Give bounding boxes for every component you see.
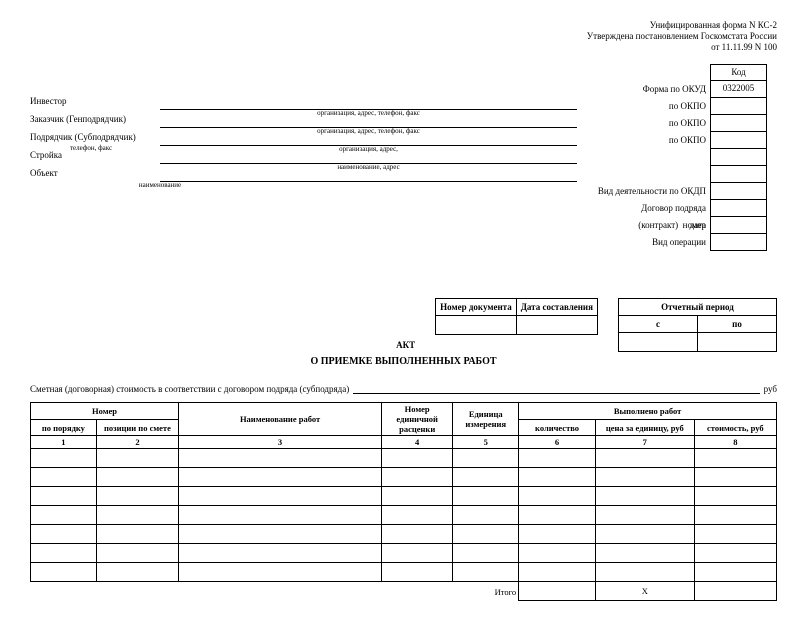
data-label: дата — [597, 217, 710, 234]
header-line3: от 11.11.99 N 100 — [30, 42, 777, 53]
object-label: Объект — [30, 164, 160, 182]
table-body: Итого X — [31, 449, 777, 601]
okpo2-value — [710, 115, 767, 132]
caption-telfax: телефон, факс — [70, 144, 112, 152]
col-2: 2 — [96, 436, 178, 449]
table-row — [31, 487, 777, 506]
col-1: 1 — [31, 436, 97, 449]
cost-label: Сметная (договорная) стоимость в соответ… — [30, 384, 349, 394]
th-nomer: Номер — [31, 403, 179, 420]
contract-data — [710, 217, 767, 234]
okpo2-label: по ОКПО — [597, 115, 710, 132]
th-stoimost: стоимость, руб — [694, 419, 776, 436]
investor-label: Инвестор — [30, 92, 160, 110]
col-3: 3 — [179, 436, 382, 449]
period-box: Отчетный период с по — [618, 298, 777, 352]
podryadchik-line: организация, адрес, телефон, факс — [160, 128, 577, 146]
vid-label: Вид операции — [597, 234, 710, 251]
table-row — [31, 563, 777, 582]
header-line1: Унифицированная форма N КС-2 — [30, 20, 777, 31]
data-sost-value — [516, 316, 597, 335]
object-line: наименование — [160, 164, 577, 182]
top-section: Инвестор Заказчик (Генподрядчик) Подрядч… — [30, 64, 777, 294]
col-7: 7 — [595, 436, 694, 449]
itogo-x: X — [595, 582, 694, 601]
period-s-header: с — [619, 316, 698, 333]
okpo3-label: по ОКПО — [597, 132, 710, 149]
main-table: Номер Наименование работ Номер единичной… — [30, 402, 777, 601]
akt-label: АКТ — [396, 340, 415, 352]
okpo3-value — [710, 132, 767, 149]
table-row — [31, 525, 777, 544]
cost-line: Сметная (договорная) стоимость в соответ… — [30, 381, 777, 394]
okpo1-label: по ОКПО — [597, 98, 710, 115]
th-po-poryadku: по порядку — [31, 419, 97, 436]
okud-label: Форма по ОКУД — [597, 81, 710, 98]
okdp-value — [710, 183, 767, 200]
cost-unit: руб — [764, 384, 777, 394]
vid-value — [710, 234, 767, 251]
data-sost-header: Дата составления — [516, 299, 597, 316]
period-po-header: по — [698, 316, 777, 333]
itogo-kol — [519, 582, 596, 601]
period-s-value — [619, 333, 698, 352]
stroyka-code — [710, 149, 767, 166]
zakazchik-label: Заказчик (Генподрядчик) — [30, 110, 160, 128]
itogo-label: Итого — [453, 582, 519, 601]
investor-line: организация, адрес, телефон, факс — [160, 92, 577, 110]
party-labels: Инвестор Заказчик (Генподрядчик) Подрядч… — [30, 92, 160, 182]
nomer-doc-value — [436, 316, 517, 335]
th-cena: цена за единицу, руб — [595, 419, 694, 436]
th-vypolneno: Выполнено работ — [519, 403, 777, 420]
period-po-value — [698, 333, 777, 352]
doc-num-box: Номер документа Дата составления — [435, 298, 598, 335]
form-header: Унифицированная форма N КС-2 Утверждена … — [30, 20, 777, 52]
th-kolichestvo: количество — [519, 419, 596, 436]
caption-naim: наименование — [60, 181, 260, 189]
mid-boxes: АКТ Номер документа Дата составления Отч… — [30, 298, 777, 352]
col-6: 6 — [519, 436, 596, 449]
col-8: 8 — [694, 436, 776, 449]
nomer-doc-header: Номер документа — [436, 299, 517, 316]
th-poz-smete: позиции по смете — [96, 419, 178, 436]
okdp-label: Вид деятельности по ОКДП — [597, 183, 710, 200]
col-5: 5 — [453, 436, 519, 449]
table-row — [31, 506, 777, 525]
underline-area: организация, адрес, телефон, факс органи… — [160, 92, 577, 182]
th-naim-rabot: Наименование работ — [179, 403, 382, 436]
itogo-row: Итого X — [31, 582, 777, 601]
zakazchik-line: организация, адрес, телефон, факс — [160, 110, 577, 128]
table-row — [31, 544, 777, 563]
okpo1-value — [710, 98, 767, 115]
contract-nomer — [710, 200, 767, 217]
cost-underline — [353, 381, 759, 394]
table-row — [31, 449, 777, 468]
header-line2: Утверждена постановлением Госкомстата Ро… — [30, 31, 777, 42]
okud-value: 0322005 — [710, 81, 767, 98]
th-ed-izm: Единица измерения — [453, 403, 519, 436]
table-row — [31, 468, 777, 487]
kod-header: Код — [710, 64, 767, 81]
th-nomer-ed: Номер единичной расценки — [382, 403, 453, 436]
object-code — [710, 166, 767, 183]
code-block: Код Форма по ОКУД 0322005 по ОКПО по ОКП… — [597, 64, 767, 251]
otchet-header: Отчетный период — [619, 299, 777, 316]
col-4: 4 — [382, 436, 453, 449]
stroyka-line: наименование, адрес — [160, 146, 577, 164]
itogo-stoimost — [694, 582, 776, 601]
doc-title: О ПРИЕМКЕ ВЫПОЛНЕННЫХ РАБОТ — [30, 356, 777, 367]
